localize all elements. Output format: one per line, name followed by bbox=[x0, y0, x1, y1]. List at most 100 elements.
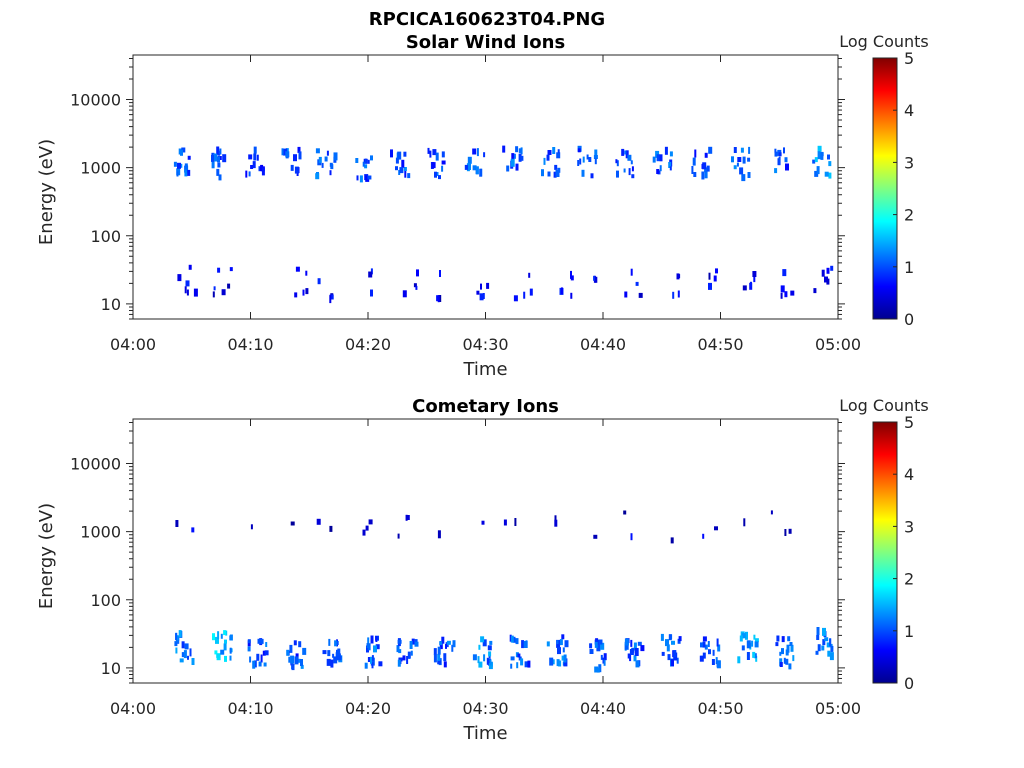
data-cell bbox=[589, 649, 594, 654]
colorbar-tick-label: 0 bbox=[904, 310, 914, 329]
data-cell bbox=[746, 652, 750, 660]
data-cell bbox=[436, 295, 439, 302]
data-cell bbox=[778, 152, 782, 157]
data-cell bbox=[708, 282, 712, 290]
data-cell bbox=[476, 290, 480, 295]
data-cell bbox=[553, 171, 557, 178]
y-axis-label: Energy (eV) bbox=[36, 503, 57, 609]
data-cell bbox=[443, 653, 447, 662]
data-cell bbox=[678, 636, 682, 642]
data-cell bbox=[359, 175, 363, 183]
data-cell bbox=[177, 274, 182, 282]
data-cell bbox=[407, 651, 411, 659]
data-cell bbox=[559, 639, 563, 646]
data-cell bbox=[704, 167, 708, 173]
data-cluster bbox=[212, 267, 233, 298]
data-cell bbox=[635, 281, 639, 286]
data-cell bbox=[502, 145, 506, 153]
data-cell bbox=[193, 288, 198, 297]
data-cell bbox=[693, 172, 697, 177]
data-cell bbox=[176, 171, 179, 177]
y-tick-label: 10 bbox=[101, 295, 121, 314]
data-cell bbox=[291, 663, 294, 670]
data-cell bbox=[475, 166, 479, 175]
data-cell bbox=[716, 638, 719, 647]
data-cell bbox=[627, 154, 632, 161]
data-cell bbox=[692, 157, 696, 166]
data-cell bbox=[224, 639, 227, 644]
data-cell bbox=[488, 663, 493, 670]
y-tick-label: 10 bbox=[101, 659, 121, 678]
data-cell bbox=[817, 145, 822, 152]
y-axis-label: Energy (eV) bbox=[36, 139, 57, 245]
data-cell bbox=[264, 650, 269, 656]
data-cell bbox=[427, 147, 430, 154]
x-tick-label: 04:40 bbox=[580, 699, 626, 718]
x-tick-label: 04:20 bbox=[345, 699, 391, 718]
data-cell bbox=[525, 640, 528, 647]
data-cell bbox=[432, 149, 437, 156]
data-cell bbox=[247, 640, 251, 647]
data-cell bbox=[706, 165, 710, 172]
data-cell bbox=[487, 645, 492, 651]
data-cell bbox=[398, 649, 402, 654]
data-cell bbox=[446, 640, 451, 645]
data-cell bbox=[746, 640, 751, 649]
data-cluster bbox=[815, 627, 834, 661]
data-cell bbox=[630, 268, 633, 276]
colorbar-tick-label: 0 bbox=[904, 674, 914, 693]
data-cell bbox=[702, 652, 706, 659]
data-cell bbox=[326, 658, 331, 666]
data-cluster bbox=[476, 282, 490, 301]
data-cluster bbox=[368, 268, 373, 297]
data-cluster bbox=[812, 145, 832, 179]
data-cell bbox=[702, 641, 706, 648]
data-cell bbox=[283, 148, 288, 156]
data-cell bbox=[555, 170, 560, 177]
data-cell bbox=[753, 275, 756, 283]
data-cell bbox=[409, 641, 413, 649]
data-cell bbox=[593, 275, 596, 281]
data-cell bbox=[302, 647, 307, 655]
data-cell bbox=[704, 644, 708, 650]
data-cell bbox=[815, 650, 819, 655]
data-cell bbox=[529, 288, 533, 296]
data-cluster bbox=[702, 526, 718, 539]
data-cell bbox=[733, 165, 737, 170]
x-axis-label: Time bbox=[462, 723, 507, 744]
data-cell bbox=[556, 640, 559, 645]
data-cell bbox=[396, 645, 400, 653]
data-cell bbox=[467, 156, 472, 164]
data-cell bbox=[281, 148, 284, 156]
data-cell bbox=[673, 650, 677, 658]
data-cluster bbox=[593, 275, 598, 283]
data-cluster bbox=[212, 630, 233, 662]
data-cluster bbox=[481, 520, 485, 525]
data-cell bbox=[630, 533, 633, 541]
data-cell bbox=[594, 666, 599, 673]
data-cell bbox=[253, 660, 257, 668]
data-cell bbox=[600, 654, 603, 660]
data-cell bbox=[480, 283, 482, 290]
data-cell bbox=[488, 654, 491, 659]
data-cell bbox=[753, 634, 756, 640]
data-cell bbox=[397, 659, 401, 667]
x-tick-label: 04:00 bbox=[110, 335, 156, 354]
data-cell bbox=[753, 653, 757, 659]
data-cell bbox=[826, 278, 830, 285]
data-cell bbox=[451, 644, 454, 652]
data-cell bbox=[289, 644, 293, 653]
data-cell bbox=[333, 152, 338, 161]
data-cell bbox=[787, 636, 791, 642]
data-cell bbox=[691, 166, 694, 174]
data-cell bbox=[285, 151, 290, 158]
data-cell bbox=[631, 166, 634, 172]
data-cell bbox=[785, 658, 789, 665]
y-tick-label: 100 bbox=[90, 227, 121, 246]
data-cell bbox=[298, 641, 302, 648]
data-cell bbox=[510, 656, 515, 661]
data-cell bbox=[707, 641, 710, 647]
data-cell bbox=[247, 646, 251, 652]
data-cell bbox=[704, 170, 708, 179]
